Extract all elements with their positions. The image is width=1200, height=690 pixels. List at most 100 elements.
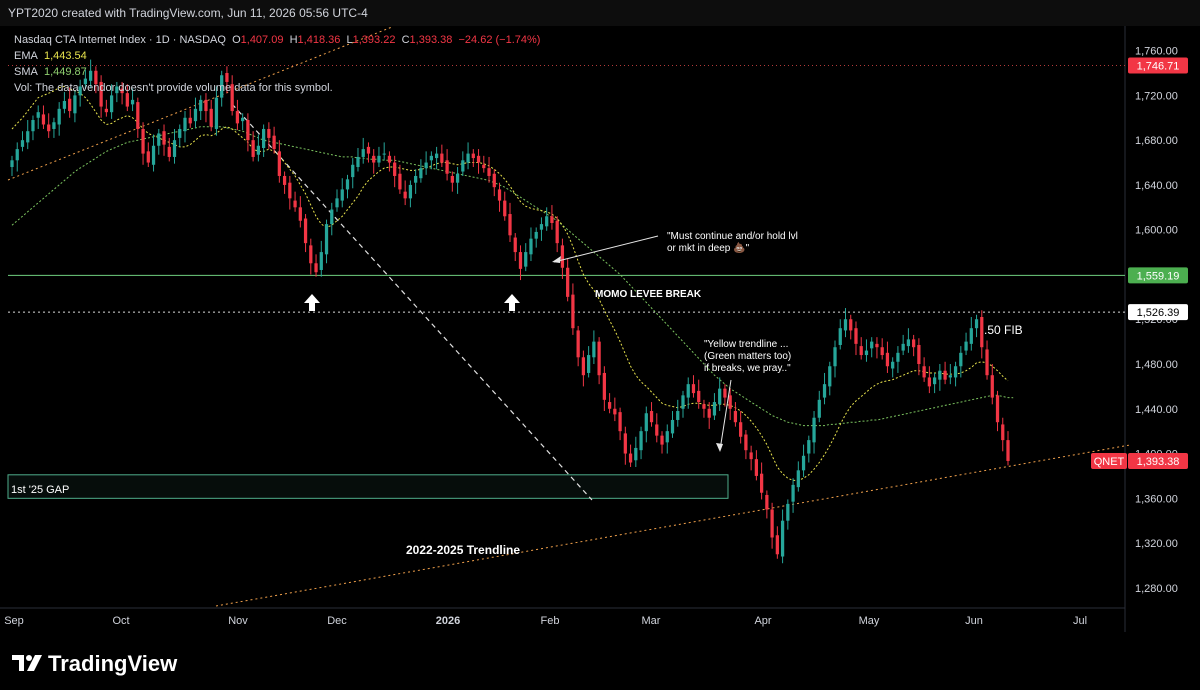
candle-body — [204, 99, 208, 112]
candle-body — [644, 413, 648, 432]
candle — [482, 155, 486, 173]
candle-body — [702, 404, 706, 409]
symbol-name: Nasdaq CTA Internet Index · 1D · NASDAQ — [14, 34, 226, 46]
candle-body — [513, 237, 517, 253]
sma-row: SMA 1,449.87 — [14, 64, 540, 80]
candle-body — [896, 352, 900, 362]
candle — [812, 411, 816, 454]
candle-body — [974, 319, 979, 329]
candle-body — [230, 84, 234, 112]
trendline-decline — [231, 103, 593, 501]
top-bar: YPT2020 created with TradingView.com, Ju… — [0, 0, 1200, 26]
candle — [461, 151, 465, 176]
candle-body — [817, 399, 821, 418]
candle-body — [990, 375, 994, 398]
candle — [382, 142, 386, 161]
candle-body — [199, 99, 203, 112]
candle — [377, 146, 381, 168]
y-tick-label: 1,680.00 — [1135, 135, 1178, 147]
candle — [581, 350, 586, 387]
candle-body — [125, 93, 129, 107]
candle — [1006, 431, 1010, 466]
candle-body — [424, 162, 428, 169]
candle-body — [649, 411, 654, 423]
candle — [492, 169, 496, 197]
candle-body — [330, 209, 334, 225]
candle-body — [492, 173, 496, 188]
note2-line2: (Green matters too) — [704, 351, 791, 362]
candle-body — [707, 408, 711, 418]
candle-body — [293, 200, 297, 208]
candle-body — [261, 128, 266, 148]
candle — [220, 70, 224, 107]
candle-body — [157, 133, 161, 146]
open-value: 1,407.09 — [240, 34, 284, 46]
candle — [587, 346, 591, 378]
candle — [199, 95, 203, 121]
candle — [733, 402, 738, 427]
price-label-bg — [1128, 452, 1188, 469]
candle-body — [822, 384, 827, 398]
x-tick-label: 2026 — [436, 615, 460, 627]
price-label: 1,746.71 — [1137, 60, 1180, 72]
candle-body — [476, 155, 481, 163]
candle-body — [859, 346, 863, 356]
candle — [660, 431, 664, 454]
candle — [471, 149, 475, 168]
candle-body — [251, 140, 255, 157]
candle — [681, 390, 685, 418]
candle-body — [104, 108, 108, 113]
x-tick-label: Jul — [1073, 615, 1087, 627]
candle — [267, 122, 271, 150]
candle — [403, 180, 407, 206]
candle-body — [209, 108, 213, 127]
candle-body — [534, 231, 538, 239]
candle — [193, 97, 198, 128]
candle-body — [749, 452, 753, 460]
candle-body — [256, 145, 261, 155]
candle-body — [241, 117, 245, 122]
candle — [912, 334, 916, 357]
candle — [623, 426, 627, 465]
candle — [356, 147, 360, 172]
price-label-bg — [1128, 304, 1188, 321]
candle-body — [471, 153, 475, 159]
candle — [555, 216, 559, 253]
candle — [927, 366, 931, 394]
candle-body — [765, 494, 769, 510]
header-title: YPT2020 created with TradingView.com, Ju… — [8, 6, 368, 20]
candle — [424, 151, 428, 175]
low-value: 1,393.22 — [352, 34, 396, 46]
candle-body — [52, 122, 56, 129]
candle-body — [870, 341, 874, 349]
candle — [974, 314, 979, 338]
price-chart[interactable]: 1,280.001,320.001,360.001,400.001,440.00… — [0, 0, 1200, 632]
candle-body — [697, 390, 701, 403]
candle — [408, 180, 413, 208]
candle — [419, 159, 423, 183]
candle — [843, 308, 848, 338]
candle — [618, 407, 622, 441]
y-tick-label: 1,320.00 — [1135, 538, 1178, 550]
candle-body — [461, 160, 465, 172]
candle-body — [912, 339, 916, 348]
ohlc-row: Nasdaq CTA Internet Index · 1D · NASDAQ … — [14, 32, 540, 48]
candle-body — [309, 245, 313, 264]
candle — [351, 158, 355, 189]
candle-body — [623, 433, 627, 454]
candle — [833, 340, 837, 378]
candle-body — [36, 112, 40, 118]
candle — [10, 155, 14, 176]
candle-body — [875, 343, 879, 348]
candle-body — [885, 352, 890, 367]
candle — [136, 97, 140, 138]
candle-body — [78, 86, 82, 96]
candle — [639, 426, 643, 460]
candle — [434, 146, 439, 170]
candle — [303, 214, 308, 253]
candle-body — [503, 200, 507, 217]
candle — [15, 142, 19, 172]
candle-body — [277, 151, 281, 176]
x-tick-label: Oct — [112, 615, 129, 627]
candle — [691, 375, 696, 398]
